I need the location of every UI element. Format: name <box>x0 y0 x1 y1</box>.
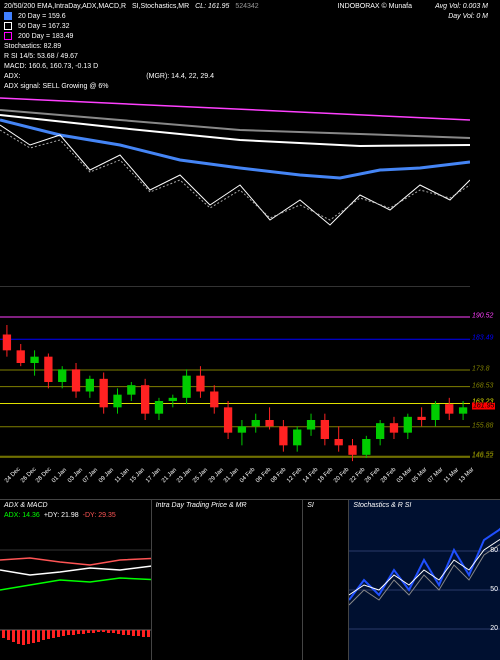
ema20-lbl: 20 Day = 159.6 <box>18 13 66 20</box>
axis-level: 155.88 <box>472 422 493 429</box>
stoch-title: Stochastics & R SI <box>353 502 411 509</box>
candlestick-chart <box>0 286 470 477</box>
axis-level: 146.22 <box>472 453 493 460</box>
axis-level: 183.49 <box>472 335 493 342</box>
adx-macd-panel: ADX & MACD ADX: 14.36 +DY: 21.98 -DY: 29.3… <box>0 500 151 660</box>
ema50-box <box>4 22 12 30</box>
header-info: 20/50/200 EMA,IntraDay,ADX,MACD,R SI,Sto… <box>4 2 496 92</box>
ema200-box <box>4 32 12 40</box>
code: 524342 <box>235 3 258 10</box>
avgvol: Avg Vol: 0.003 M <box>435 2 488 12</box>
src: INDOBORAX © Munafa <box>338 2 412 12</box>
ema200-lbl: 200 Day = 183.49 <box>18 33 73 40</box>
axis-level: 168.53 <box>472 382 493 389</box>
close-label: CL: 161.95 <box>195 3 229 10</box>
mgr-lbl: (MGR): 14.4, 22, 29.4 <box>146 73 214 80</box>
stochastics-panel: Stochastics & R SI 20 50 80 <box>348 500 500 660</box>
axis-level: 190.52 <box>472 313 493 320</box>
adx-value: ADX: 14.36 <box>4 512 40 519</box>
stoch-tick: 80 <box>490 547 498 554</box>
dayvol: Day Vol: 0 M <box>448 12 488 22</box>
ema50-lbl: 50 Day = 167.32 <box>18 23 70 30</box>
upper-ema-chart <box>0 90 470 270</box>
adx-value: -DY: 29.35 <box>83 512 116 519</box>
stoch-tick: 50 <box>490 586 498 593</box>
lower-panels: ADX & MACD ADX: 14.36 +DY: 21.98 -DY: 29.3… <box>0 499 500 660</box>
title-mid: SI,Stochastics,MR <box>132 3 189 10</box>
adx-values: ADX: 14.36 +DY: 21.98 -DY: 29.35 <box>4 512 120 519</box>
date-axis: 24 Dec26 Dec28 Dec01 Jan03 Jan07 Jan09 J… <box>0 478 470 498</box>
si-panel: SI <box>302 500 348 660</box>
intraday-panel: Intra Day Trading Price & MR <box>151 500 303 660</box>
ema20-box <box>4 12 12 20</box>
stoch-tick: 20 <box>490 625 498 632</box>
axis-level: 173.8 <box>472 365 490 372</box>
si-title: SI <box>307 502 314 509</box>
adx-lbl: ADX: <box>4 73 20 80</box>
price-axis: 190.52183.49173.8168.53163.23155.88146.5… <box>470 286 500 476</box>
adx-title: ADX & MACD <box>4 502 48 509</box>
title-left: 20/50/200 EMA,IntraDay,ADX,MACD,R <box>4 3 126 10</box>
stoch-lbl: Stochastics: 82.89 <box>4 42 492 52</box>
intra-title: Intra Day Trading Price & MR <box>156 502 247 509</box>
rsi-lbl: R SI 14/5: 53.68 / 49.67 <box>4 52 492 62</box>
macd-lbl: MACD: 160.6, 160.73, -0.13 D <box>4 62 492 72</box>
close-marker: 161.95 <box>472 403 495 410</box>
adx-value: +DY: 21.98 <box>44 512 79 519</box>
